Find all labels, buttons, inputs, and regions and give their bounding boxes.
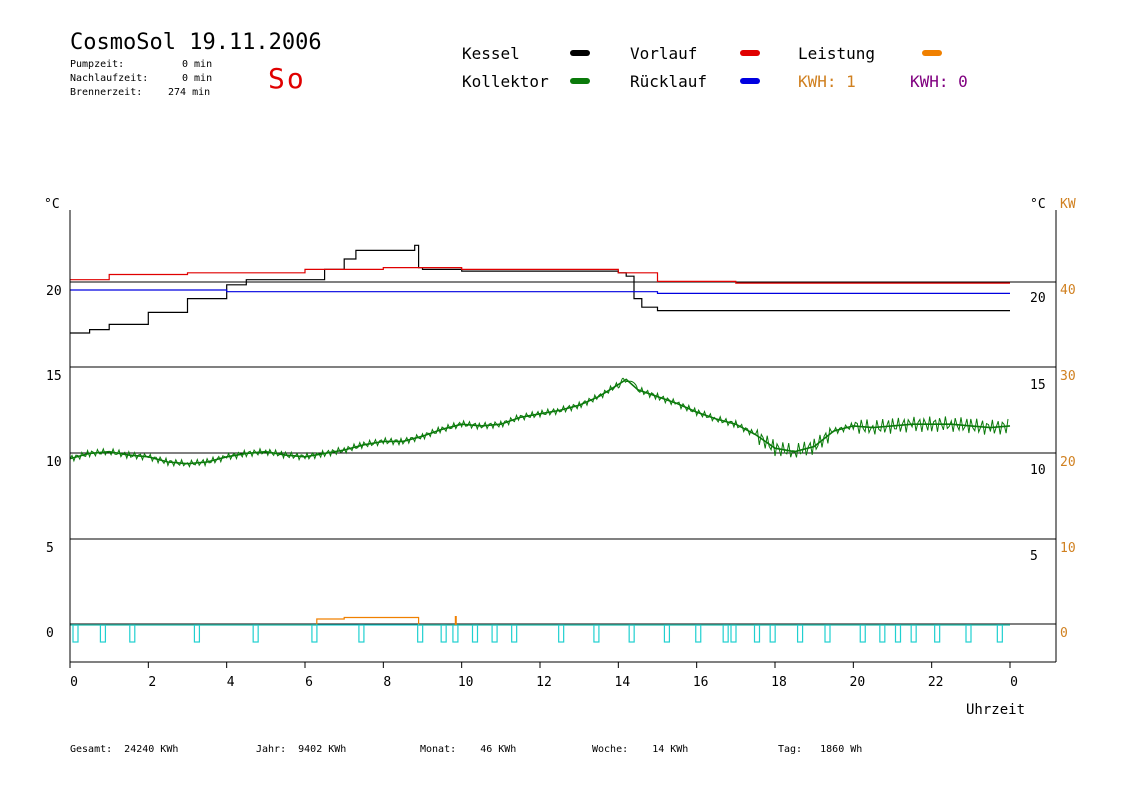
x-tick-label-2: 4 xyxy=(227,675,235,690)
pump-pulse-14 xyxy=(593,624,600,643)
y-right-tick-2: 10 xyxy=(1030,463,1046,478)
pump-pulse-23 xyxy=(824,624,831,643)
y-right2-tick-4: 0 xyxy=(1060,626,1068,641)
legend-kessel-label: Kessel xyxy=(462,44,520,63)
legend-vorlauf-swatch xyxy=(740,50,760,56)
y-left-tick-3: 5 xyxy=(46,541,54,556)
x-tick-label-8: 16 xyxy=(693,675,709,690)
stat-value-brennerzeit: 274 min xyxy=(168,87,211,98)
chart-axes xyxy=(69,210,1057,668)
legend-vorlauf-label: Vorlauf xyxy=(630,44,698,63)
pump-pulse-24 xyxy=(859,624,866,643)
pump-pulse-25 xyxy=(879,624,886,643)
chart-grid xyxy=(70,281,1056,625)
y-left-tick-4: 0 xyxy=(46,626,54,641)
legend-ruecklauf-swatch xyxy=(740,78,760,84)
y-right-tick-3: 5 xyxy=(1030,549,1038,564)
legend-leistung-label: Leistung xyxy=(798,44,876,63)
y-right2-tick-1: 30 xyxy=(1060,369,1076,384)
pump-pulse-1 xyxy=(99,624,107,643)
footer-jahr: Jahr: 9402 KWh xyxy=(256,744,347,755)
pump-pulse-4 xyxy=(252,624,259,643)
pump-pulse-21 xyxy=(769,624,776,643)
legend-leistung-swatch xyxy=(922,50,942,56)
series-line-kollektor xyxy=(69,378,1011,465)
y-right2-tick-3: 10 xyxy=(1060,541,1076,556)
chart-labels: 0 2 4 6 8 10 12 14 16 18 20 22 0 °C °C KW 20 15 10 5 0 20 15 10… xyxy=(44,197,1076,690)
weekday-label: So xyxy=(268,62,306,95)
y-right-tick-0: 20 xyxy=(1030,291,1046,306)
y-axis-right2-unit: KW xyxy=(1060,197,1076,212)
pump-pulse-15 xyxy=(628,624,635,643)
pump-pulse-30 xyxy=(996,624,1003,643)
y-right2-tick-2: 20 xyxy=(1060,455,1076,470)
pump-pulse-5 xyxy=(311,624,318,643)
legend-kessel-swatch xyxy=(570,50,590,56)
y-right-tick-1: 15 xyxy=(1030,378,1046,393)
pump-pulse-0 xyxy=(72,624,79,643)
x-tick-label-9: 18 xyxy=(771,675,787,690)
x-tick-label-12: 0 xyxy=(1010,675,1018,690)
pump-pulse-27 xyxy=(910,624,917,643)
series-noise-kollektor xyxy=(69,377,1009,469)
stat-label-nachlaufzeit: Nachlaufzeit: xyxy=(70,73,149,84)
y-axis-left-unit: °C xyxy=(44,197,60,212)
y-left-tick-2: 10 xyxy=(46,455,62,470)
pump-pulse-12 xyxy=(511,624,518,643)
footer-woche: Woche: 14 KWh xyxy=(592,744,689,755)
pump-pulse-16 xyxy=(663,624,671,643)
x-tick-label-5: 10 xyxy=(458,675,474,690)
pump-pulse-9 xyxy=(452,624,459,643)
stat-value-pumpzeit: 0 min xyxy=(182,59,213,70)
x-tick-label-0: 0 xyxy=(70,675,78,690)
pump-pulse-7 xyxy=(417,624,424,643)
x-axis-label: Uhrzeit xyxy=(966,702,1026,718)
y-right2-tick-0: 40 xyxy=(1060,283,1076,298)
legend-kollektor-label: Kollektor xyxy=(462,72,549,91)
y-left-tick-1: 15 xyxy=(46,369,62,384)
pump-pulse-8 xyxy=(440,624,447,643)
series-line-rücklauf xyxy=(70,289,1010,294)
series-line-vorlauf xyxy=(70,267,1010,284)
x-tick-label-11: 22 xyxy=(928,675,944,690)
footer-monat: Monat: 46 KWh xyxy=(420,744,517,755)
x-tick-label-3: 6 xyxy=(305,675,313,690)
x-tick-label-4: 8 xyxy=(383,675,391,690)
chart-title: CosmoSol 19.11.2006 xyxy=(70,30,322,55)
x-tick-label-10: 20 xyxy=(850,675,866,690)
pump-pulse-20 xyxy=(753,624,761,643)
pump-pulse-26 xyxy=(894,624,902,643)
pump-pulse-3 xyxy=(193,624,201,643)
stat-label-brennerzeit: Brennerzeit: xyxy=(70,87,143,98)
pump-pulse-18 xyxy=(722,624,729,643)
pump-pulse-28 xyxy=(934,624,941,643)
y-left-tick-0: 20 xyxy=(46,284,62,299)
y-axis-right-unit: °C xyxy=(1030,197,1046,212)
pump-pulse-2 xyxy=(129,624,136,643)
stat-label-pumpzeit: Pumpzeit: xyxy=(70,59,125,70)
x-tick-label-1: 2 xyxy=(148,675,156,690)
footer-tag: Tag: 1860 Wh xyxy=(778,744,863,755)
pump-pulse-6 xyxy=(358,624,365,643)
legend-kwh2: KWH: 0 xyxy=(910,72,968,91)
pump-pulse-29 xyxy=(965,624,972,643)
pump-pulse-17 xyxy=(695,624,702,643)
pump-pulse-22 xyxy=(796,624,804,643)
x-tick-label-6: 12 xyxy=(536,675,552,690)
stat-value-nachlaufzeit: 0 min xyxy=(182,73,213,84)
pump-pulse-13 xyxy=(558,624,565,643)
series-line-kessel xyxy=(70,244,1010,334)
chart-series xyxy=(69,244,1011,643)
pump-pulse-19 xyxy=(730,624,737,643)
footer-gesamt: Gesamt: 24240 KWh xyxy=(70,744,179,755)
legend-kollektor-swatch xyxy=(570,78,590,84)
pump-pulse-10 xyxy=(471,624,479,643)
legend-kwh1: KWH: 1 xyxy=(798,72,856,91)
x-tick-label-7: 14 xyxy=(615,675,631,690)
legend-ruecklauf-label: Rücklauf xyxy=(630,72,708,91)
pump-pulse-11 xyxy=(491,624,498,643)
